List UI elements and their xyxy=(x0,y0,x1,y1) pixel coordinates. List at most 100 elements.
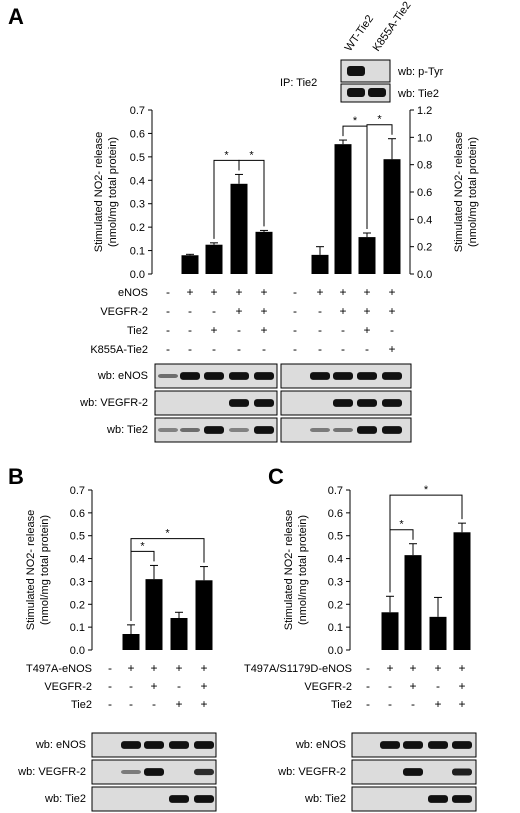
condition-row: Tie2 - - + - + - - - + - xyxy=(127,323,394,337)
y-tick-label: 0.5 xyxy=(328,531,343,543)
bar xyxy=(311,254,329,274)
western-blot-layer: wb: eNOS wb: VEGFR-2 wb: Tie2 wb: eNOS wb: V… xyxy=(17,363,477,812)
condition-sign: - xyxy=(366,697,370,711)
y-tick-label: 1.0 xyxy=(417,132,432,144)
ip-inset: WT-Tie2 K855A-Tie2 IP: Tie2 wb: p-Tyr wb… xyxy=(280,0,444,103)
condition-sign: + xyxy=(409,679,416,693)
panel-label-b: B xyxy=(8,464,24,489)
y-tick-label: 0.7 xyxy=(130,105,145,117)
condition-label: VEGFR-2 xyxy=(44,681,92,693)
significance-bracket xyxy=(366,124,393,229)
condition-sign: - xyxy=(293,285,297,299)
panel-label-c: C xyxy=(268,464,284,489)
blot-band xyxy=(169,741,189,749)
blot-band xyxy=(194,768,214,776)
condition-sign: - xyxy=(237,342,241,356)
condition-label: T497A-eNOS xyxy=(26,663,92,675)
condition-sign: + xyxy=(458,661,465,675)
y-tick-label: 0.4 xyxy=(328,554,343,566)
condition-sign: - xyxy=(129,697,133,711)
y-tick-label: 1.2 xyxy=(417,105,432,117)
blot-band xyxy=(254,399,274,407)
significance-star: * xyxy=(165,528,170,540)
condition-sign: + xyxy=(363,304,370,318)
condition-sign: - xyxy=(365,342,369,356)
condition-sign: - xyxy=(366,661,370,675)
chart-layer: 0.0 0.1 0.2 0.3 0.4 0.5 0.6 0.7 Stimulated NO2- … xyxy=(25,105,479,657)
condition-sign: + xyxy=(175,697,182,711)
significance-bracket xyxy=(130,538,205,621)
condition-sign: - xyxy=(318,304,322,318)
condition-sign: + xyxy=(434,697,441,711)
y-tick-label: 0.6 xyxy=(70,508,85,520)
y-tick-label: 0.4 xyxy=(70,554,85,566)
condition-sign: - xyxy=(108,679,112,693)
y-axis-label-line: (nmol/mg total protein) xyxy=(39,515,51,625)
condition-label: T497A/S1179D-eNOS xyxy=(244,663,352,675)
condition-sign: + xyxy=(434,661,441,675)
y-axis-label: Stimulated NO2- release (nmol/mg total pr… xyxy=(283,510,309,630)
blot-label: wb: eNOS xyxy=(295,739,346,751)
bar-chart: 0.0 0.1 0.2 0.3 0.4 0.5 0.6 0.7 Stimulated NO2- … xyxy=(283,484,471,657)
bar xyxy=(334,144,352,274)
ip-band xyxy=(347,66,365,76)
condition-row: eNOS - + + + + - + + + + xyxy=(118,285,395,299)
blot-band xyxy=(452,741,472,749)
condition-sign: + xyxy=(186,285,193,299)
y-tick-label: 0.0 xyxy=(70,645,85,657)
y-tick-label: 0.7 xyxy=(70,485,85,497)
condition-sign: + xyxy=(458,697,465,711)
blot-band xyxy=(169,795,189,803)
condition-sign: - xyxy=(318,342,322,356)
y-tick-label: 0.2 xyxy=(130,222,145,234)
condition-sign: - xyxy=(177,679,181,693)
significance-bracket xyxy=(389,494,463,593)
condition-label: eNOS xyxy=(118,287,148,299)
condition-row: VEGFR-2 - - + - + xyxy=(304,679,465,693)
blot-band xyxy=(229,399,249,407)
condition-sign: + xyxy=(260,285,267,299)
blot-band xyxy=(333,399,353,407)
y-axis-label-line: Stimulated NO2- release xyxy=(453,132,465,252)
ip-blot-label-ptyr: wb: p-Tyr xyxy=(397,66,444,78)
condition-sign: + xyxy=(200,661,207,675)
y-tick-label: 0.6 xyxy=(417,187,432,199)
bar xyxy=(255,231,273,274)
ip-blot-ptyr xyxy=(340,59,391,83)
blot-label: wb: Tie2 xyxy=(106,424,148,436)
condition-sign: + xyxy=(235,285,242,299)
blot-band xyxy=(310,372,330,380)
condition-layer: eNOS - + + + + - + + + + VEGFR-2 - - - + + - - + + + Tie2 - - + - +… xyxy=(26,285,466,711)
condition-sign: - xyxy=(108,697,112,711)
bar xyxy=(429,616,447,650)
condition-sign: - xyxy=(166,342,170,356)
blot-band xyxy=(333,428,353,432)
y-axis-label: Stimulated NO2- release (nmol/mg total pr… xyxy=(453,132,479,252)
condition-sign: + xyxy=(127,661,134,675)
y-axis-label-line: Stimulated NO2- release xyxy=(25,510,37,630)
condition-sign: - xyxy=(341,323,345,337)
blot-band xyxy=(229,372,249,380)
blot-band xyxy=(144,768,164,776)
condition-sign: - xyxy=(390,323,394,337)
y-tick-label: 0.5 xyxy=(130,152,145,164)
blot-band xyxy=(194,741,214,749)
y-tick-label: 0.3 xyxy=(70,576,85,588)
y-tick-label: 0.6 xyxy=(130,128,145,140)
condition-row: T497A/S1179D-eNOS - + + + + xyxy=(244,661,466,675)
condition-sign: + xyxy=(150,679,157,693)
condition-sign: - xyxy=(152,697,156,711)
bar xyxy=(205,244,223,274)
condition-sign: + xyxy=(150,661,157,675)
y-tick-label: 0.1 xyxy=(328,622,343,634)
condition-sign: + xyxy=(386,661,393,675)
condition-label: Tie2 xyxy=(127,325,148,337)
condition-sign: + xyxy=(210,323,217,337)
condition-sign: + xyxy=(175,661,182,675)
blot-band xyxy=(254,426,274,434)
condition-sign: + xyxy=(363,285,370,299)
y-axis-label-line: Stimulated NO2- release xyxy=(93,132,105,252)
y-tick-label: 0.8 xyxy=(417,160,432,172)
y-axis-label-line: (nmol/mg total protein) xyxy=(107,137,119,247)
blot-band xyxy=(144,741,164,749)
